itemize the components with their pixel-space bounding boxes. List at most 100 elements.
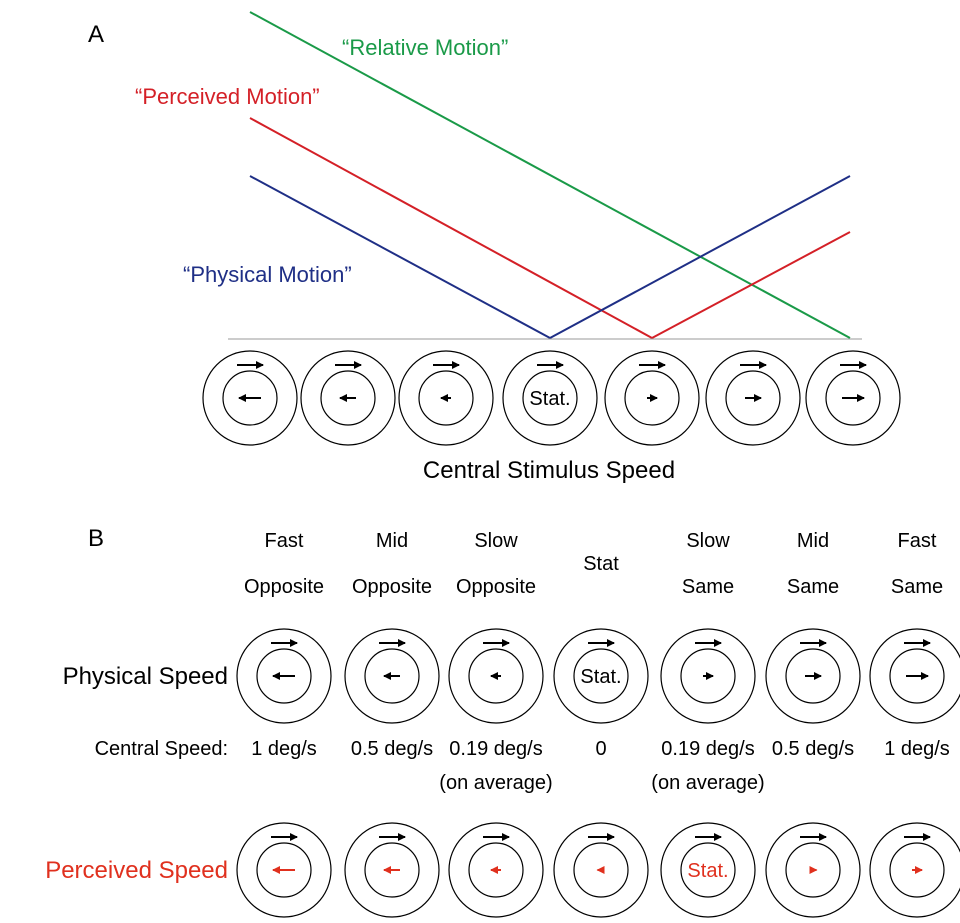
physical-motion-label: “Physical Motion” xyxy=(183,262,352,287)
condition-direction-label: Same xyxy=(891,576,943,598)
outer-ring xyxy=(344,822,440,918)
inner-ring xyxy=(468,842,524,898)
physical-stimulus-3 xyxy=(448,628,544,724)
central-speed-values: 1 deg/s 0.5 deg/s 0.19 deg/s (on average) 0 0… xyxy=(251,738,950,794)
relative-motion-label: “Relative Motion” xyxy=(342,35,508,60)
condition-direction-label: Same xyxy=(682,576,734,598)
inner-ring xyxy=(418,370,474,426)
inner-ring xyxy=(680,842,736,898)
speed-value: 1 deg/s xyxy=(251,738,317,760)
stationary-label: Stat. xyxy=(687,860,728,882)
stimulus-a-6 xyxy=(705,350,801,446)
physical-stimulus-5 xyxy=(660,628,756,724)
condition-labels: Fast Opposite Mid Opposite Slow Opposite Stat S… xyxy=(244,530,943,598)
perceived-stimulus-5: Stat. xyxy=(660,822,756,918)
perceived-stimulus-1 xyxy=(236,822,332,918)
outer-ring xyxy=(344,628,440,724)
speed-value: 1 deg/s xyxy=(884,738,950,760)
panel-a-label: A xyxy=(88,21,104,48)
outer-ring xyxy=(765,822,861,918)
inner-ring xyxy=(725,370,781,426)
perceived-speed-stimuli: Stat. xyxy=(236,822,960,918)
outer-ring xyxy=(805,350,901,446)
physical-stimulus-1 xyxy=(236,628,332,724)
physical-stimulus-7 xyxy=(869,628,960,724)
inner-ring xyxy=(785,648,841,704)
physical-speed-row-label: Physical Speed xyxy=(63,663,228,690)
inner-ring xyxy=(222,370,278,426)
inner-ring xyxy=(785,842,841,898)
central-speed-label: Central Speed: xyxy=(95,738,228,760)
speed-note: (on average) xyxy=(651,772,764,794)
perceived-speed-row-label: Perceived Speed xyxy=(45,857,228,884)
outer-ring xyxy=(502,350,598,446)
inner-ring xyxy=(468,648,524,704)
stationary-label: Stat. xyxy=(529,388,570,410)
perceived-stimulus-4 xyxy=(553,822,649,918)
outer-ring xyxy=(448,628,544,724)
perceived-stimulus-7 xyxy=(869,822,960,918)
outer-ring xyxy=(604,350,700,446)
relative-motion-line xyxy=(249,11,851,339)
inner-ring xyxy=(522,370,578,426)
condition-direction-label: Opposite xyxy=(456,576,536,598)
perceived-stimulus-6 xyxy=(765,822,861,918)
panel-b-label: B xyxy=(88,525,104,552)
stimulus-a-1 xyxy=(202,350,298,446)
inner-ring xyxy=(889,842,945,898)
physical-speed-stimuli: Stat. xyxy=(236,628,960,724)
condition-speed-label: Mid xyxy=(376,530,408,552)
speed-value: 0.5 deg/s xyxy=(351,738,433,760)
inner-ring xyxy=(573,842,629,898)
inner-ring xyxy=(889,648,945,704)
stimulus-a-4: Stat. xyxy=(502,350,598,446)
perceived-motion-line xyxy=(249,117,851,340)
condition-speed-label: Slow xyxy=(474,530,518,552)
physical-stimulus-6 xyxy=(765,628,861,724)
stimulus-a-5 xyxy=(604,350,700,446)
outer-ring xyxy=(553,628,649,724)
inner-ring xyxy=(680,648,736,704)
outer-ring xyxy=(202,350,298,446)
stimulus-a-3 xyxy=(398,350,494,446)
panel-a-stimuli: Stat. xyxy=(202,350,901,446)
inner-ring xyxy=(256,648,312,704)
outer-ring xyxy=(398,350,494,446)
speed-value: 0 xyxy=(595,738,606,760)
speed-note: (on average) xyxy=(439,772,552,794)
perceived-motion-label: “Perceived Motion” xyxy=(135,84,320,109)
outer-ring xyxy=(553,822,649,918)
condition-speed-label: Slow xyxy=(686,530,730,552)
speed-value: 0.5 deg/s xyxy=(772,738,854,760)
condition-direction-label: Same xyxy=(787,576,839,598)
physical-motion-line xyxy=(249,175,851,340)
physical-stimulus-4: Stat. xyxy=(553,628,649,724)
stimulus-a-2 xyxy=(300,350,396,446)
outer-ring xyxy=(660,822,756,918)
condition-speed-label: Fast xyxy=(265,530,304,552)
inner-ring xyxy=(825,370,881,426)
speed-value: 0.19 deg/s xyxy=(661,738,754,760)
inner-ring xyxy=(573,648,629,704)
outer-ring xyxy=(448,822,544,918)
outer-ring xyxy=(236,822,332,918)
outer-ring xyxy=(869,822,960,918)
condition-speed-label: Fast xyxy=(898,530,937,552)
outer-ring xyxy=(765,628,861,724)
condition-speed-label: Stat xyxy=(583,553,619,575)
physical-stimulus-2 xyxy=(344,628,440,724)
speed-value: 0.19 deg/s xyxy=(449,738,542,760)
inner-ring xyxy=(364,648,420,704)
stationary-label: Stat. xyxy=(580,666,621,688)
outer-ring xyxy=(705,350,801,446)
condition-direction-label: Opposite xyxy=(352,576,432,598)
perceived-stimulus-2 xyxy=(344,822,440,918)
stimulus-a-7 xyxy=(805,350,901,446)
inner-ring xyxy=(364,842,420,898)
inner-ring xyxy=(256,842,312,898)
x-axis-label: Central Stimulus Speed xyxy=(423,457,675,484)
inner-ring xyxy=(320,370,376,426)
inner-ring xyxy=(624,370,680,426)
condition-direction-label: Opposite xyxy=(244,576,324,598)
